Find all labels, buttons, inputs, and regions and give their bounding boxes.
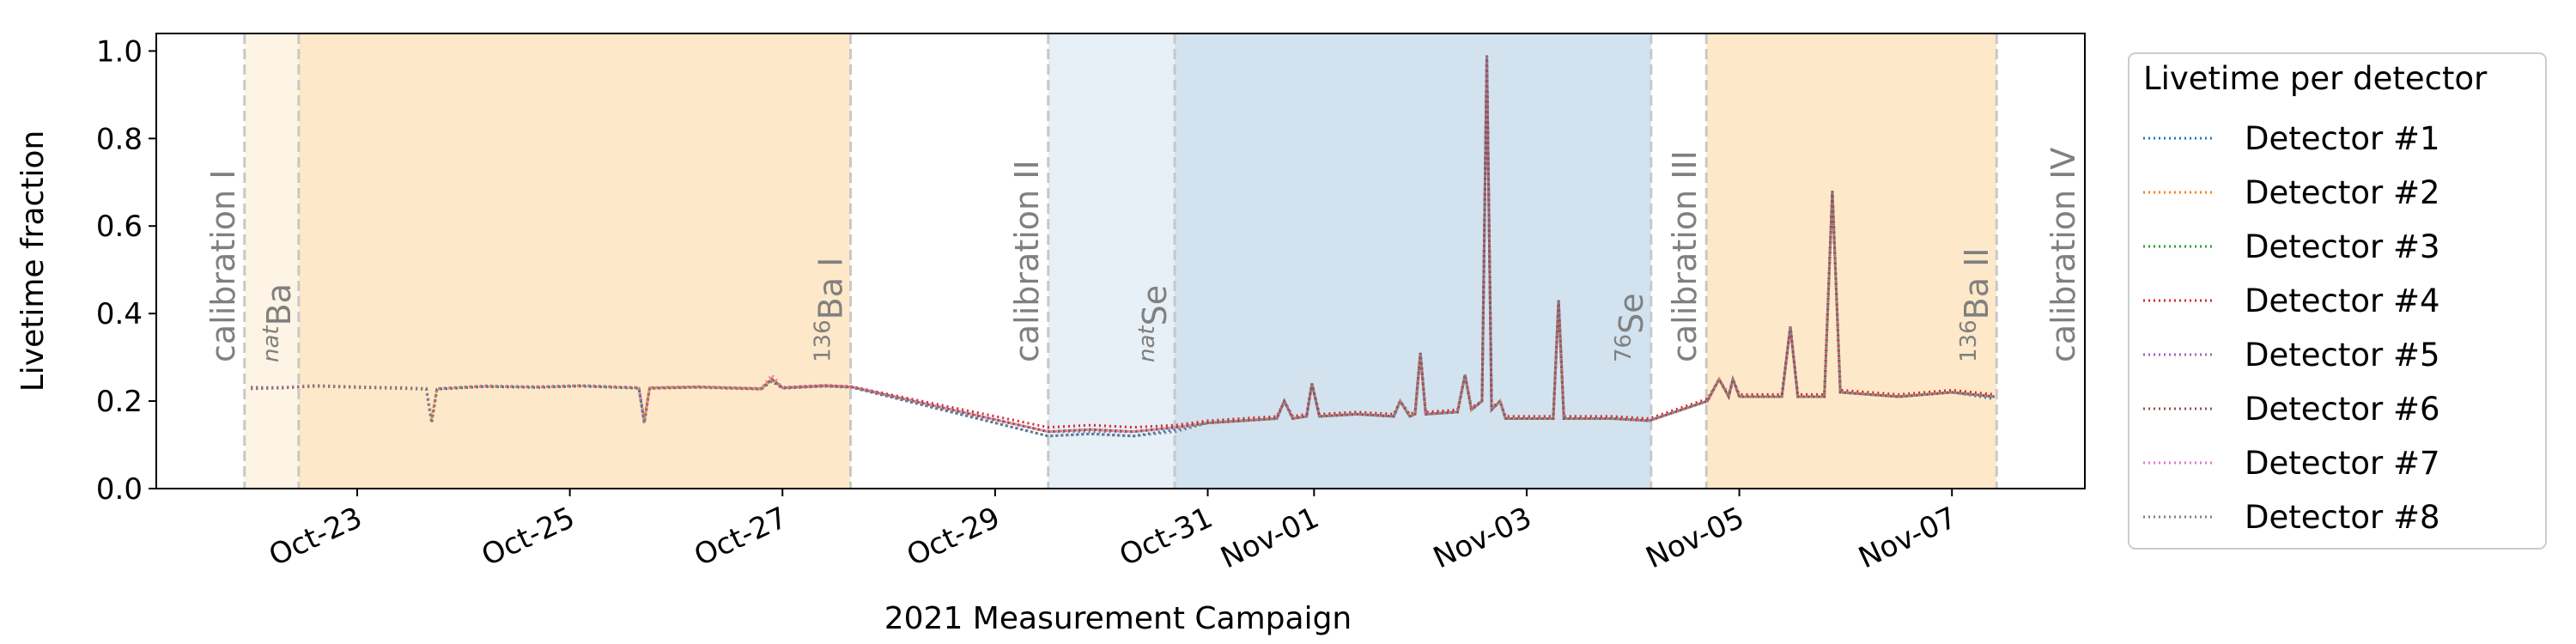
- y-tick-label: 0.4: [96, 297, 143, 331]
- series-line: [251, 55, 1995, 434]
- span-label-text: Ba I: [812, 258, 850, 320]
- shaded-span: [298, 33, 851, 489]
- span-label-sup: 136: [1956, 319, 1982, 362]
- span-label: 136Ba II: [1956, 248, 1996, 363]
- span-label-text: Se: [1613, 293, 1650, 334]
- calibration-label: calibration II: [1008, 160, 1046, 362]
- span-layer: [243, 33, 1998, 489]
- legend-label: Detector #2: [2245, 174, 2440, 211]
- x-tick-label: Nov-03: [1428, 501, 1537, 575]
- legend-label: Detector #6: [2245, 391, 2440, 428]
- x-tick-label: Oct-31: [1115, 501, 1218, 574]
- x-tick-label: Oct-23: [264, 501, 368, 574]
- span-label-sup: nat: [1134, 325, 1160, 362]
- x-axis-label: 2021 Measurement Campaign: [884, 601, 1352, 636]
- span-label-sup: 136: [811, 319, 836, 362]
- legend-label: Detector #7: [2245, 445, 2440, 482]
- calibration-label: calibration I: [204, 170, 242, 362]
- y-tick-label: 0.6: [96, 210, 143, 244]
- legend-frame: [2128, 52, 2547, 550]
- legend-label: Detector #8: [2245, 499, 2440, 536]
- span-label-sup: nat: [258, 325, 284, 362]
- x-tick-label: Oct-27: [690, 501, 793, 574]
- legend: Livetime per detector Detector #1 Detecto…: [2128, 52, 2547, 550]
- legend-label: Detector #4: [2245, 283, 2440, 319]
- span-label: natSe: [1134, 285, 1174, 362]
- shaded-span: [1706, 33, 1997, 489]
- legend-label: Detector #5: [2245, 337, 2440, 374]
- x-tick-label: Oct-29: [902, 501, 1005, 574]
- legend-label: Detector #3: [2245, 228, 2440, 265]
- shaded-span: [1048, 33, 1176, 489]
- calibration-label: calibration IV: [2044, 148, 2082, 362]
- span-label: 136Ba I: [811, 258, 850, 362]
- x-tick-label: Nov-07: [1853, 501, 1962, 575]
- legend-title: Livetime per detector: [2143, 60, 2488, 97]
- span-label-text: Ba II: [1958, 248, 1996, 320]
- y-tick-label: 1.0: [96, 34, 143, 69]
- y-tick-label: 0.2: [96, 385, 143, 419]
- span-label-text: Se: [1136, 285, 1174, 326]
- y-axis-label: Livetime fraction: [15, 131, 51, 392]
- line-layer: [251, 55, 1995, 438]
- series-line: [251, 55, 1995, 434]
- y-tick-label: 0.8: [96, 122, 143, 156]
- x-tick-label: Nov-01: [1216, 501, 1325, 575]
- span-label: 76Se: [1611, 293, 1650, 362]
- x-tick-label: Nov-05: [1641, 501, 1750, 575]
- calibration-label: calibration III: [1666, 150, 1704, 362]
- shaded-span: [244, 33, 299, 489]
- span-label-text: Ba: [260, 283, 298, 325]
- legend-label: Detector #1: [2245, 120, 2440, 157]
- x-tick-label: Oct-25: [477, 501, 580, 574]
- y-tick-label: 0.0: [96, 472, 143, 507]
- axes-frame: [155, 33, 2086, 489]
- span-label-sup: 76: [1611, 334, 1637, 362]
- span-label: natBa: [258, 283, 298, 362]
